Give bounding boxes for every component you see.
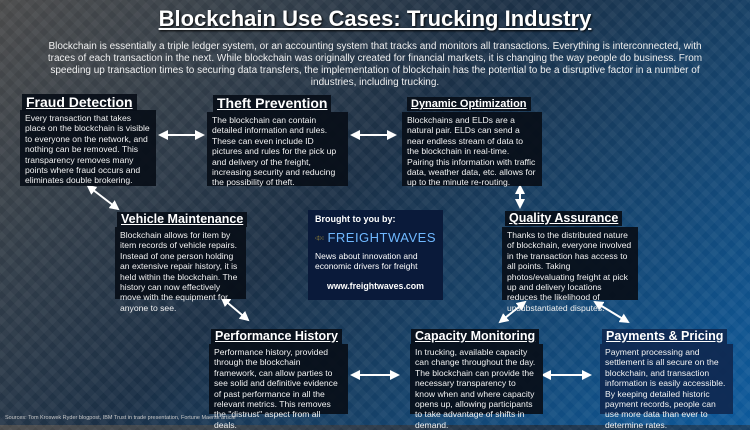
fraud-detection-card: Every transaction that takes place on th… bbox=[20, 110, 156, 186]
theft-prevention-card: The blockchain can contain detailed info… bbox=[207, 112, 348, 188]
wave-dots-icon bbox=[315, 235, 324, 241]
sources-footnote: Sources: Tom Kroswek Ryder blogpost, IBM… bbox=[5, 415, 236, 421]
payments-pricing-body: Payment processing and settlement is all… bbox=[605, 347, 726, 430]
quality-assurance-card: Thanks to the distributed nature of bloc… bbox=[502, 227, 638, 313]
theft-prevention-body: The blockchain can contain detailed info… bbox=[212, 115, 337, 188]
capacity-monitoring-body: In trucking, available capacity can chan… bbox=[415, 347, 536, 430]
dynamic-optimization-heading: Dynamic Optimization bbox=[407, 97, 531, 111]
sponsor-panel: Brought to you by: FREIGHTWAVES News abo… bbox=[308, 210, 443, 300]
performance-history-card: Performance history, provided through th… bbox=[209, 344, 348, 430]
fraud-detection-body: Every transaction that takes place on th… bbox=[25, 113, 150, 186]
freightwaves-logo: FREIGHTWAVES bbox=[315, 229, 436, 247]
infographic-title: Blockchain Use Cases: Trucking Industry bbox=[158, 6, 592, 31]
fraud-detection-heading: Fraud Detection bbox=[22, 94, 137, 111]
dynamic-optimization-body: Blockchains and ELDs are a natural pair.… bbox=[407, 115, 536, 188]
arrow-quality-payments bbox=[593, 300, 630, 324]
vehicle-maintenance-card: Blockchain allows for item by item recor… bbox=[115, 227, 246, 313]
performance-history-heading: Performance History bbox=[211, 329, 342, 344]
vehicle-maintenance-body: Blockchain allows for item by item recor… bbox=[120, 230, 238, 313]
capacity-monitoring-heading: Capacity Monitoring bbox=[411, 329, 540, 344]
arrow-fraud-vehicle bbox=[86, 184, 120, 211]
sponsor-label: Brought to you by: bbox=[315, 214, 396, 224]
dynamic-optimization-card: Blockchains and ELDs are a natural pair.… bbox=[402, 112, 542, 188]
sponsor-description: News about innovation and economic drive… bbox=[315, 251, 418, 271]
payments-pricing-card: Payment processing and settlement is all… bbox=[600, 344, 733, 430]
sponsor-url[interactable]: www.freightwaves.com bbox=[327, 281, 424, 291]
arrow-vehicle-performance bbox=[220, 296, 250, 322]
intro-paragraph: Blockchain is essentially a triple ledge… bbox=[47, 41, 703, 88]
capacity-monitoring-card: In trucking, available capacity can chan… bbox=[410, 344, 543, 430]
arrow-quality-capacity bbox=[498, 300, 527, 324]
payments-pricing-heading: Payments & Pricing bbox=[602, 329, 728, 344]
theft-prevention-heading: Theft Prevention bbox=[213, 95, 332, 112]
freightwaves-logo-text: FREIGHTWAVES bbox=[327, 230, 436, 245]
quality-assurance-heading: Quality Assurance bbox=[505, 211, 623, 226]
quality-assurance-body: Thanks to the distributed nature of bloc… bbox=[507, 230, 632, 313]
vehicle-maintenance-heading: Vehicle Maintenance bbox=[117, 212, 248, 227]
